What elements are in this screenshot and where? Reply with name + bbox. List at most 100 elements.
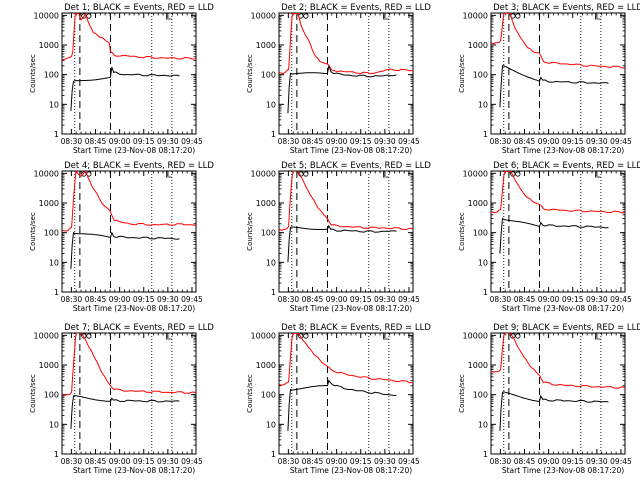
x-tick-label: 09:00 (538, 137, 560, 146)
x-axis-label: Start Time (23-Nov-08 08:17:20) (290, 304, 412, 313)
panel-title: Det 8; BLACK = Events, RED = LLD (281, 323, 431, 333)
y-tick-label: 100 (44, 391, 59, 400)
y-tick-label: 10000 (34, 11, 59, 20)
x-tick-label: 09:45 (398, 137, 420, 146)
x-tick-label: 09:45 (610, 137, 632, 146)
panel-title: Det 2; BLACK = Events, RED = LLD (281, 3, 431, 13)
x-tick-label: 08:30 (278, 457, 300, 466)
events-series-line (71, 67, 179, 111)
y-tick-label: 100 (44, 229, 59, 238)
y-tick-label: 1000 (39, 361, 59, 370)
plot-frame (62, 13, 196, 134)
x-tick-label: 09:15 (562, 295, 584, 304)
x-tick-label: 08:30 (278, 295, 300, 304)
y-tick-label: 100 (473, 71, 488, 80)
x-tick-label: 09:30 (586, 137, 608, 146)
detector-panel-3: 11010010001000008:3008:4509:0009:1509:30… (458, 3, 640, 155)
y-axis-label: Counts/sec (29, 212, 37, 251)
marker-glyph (516, 172, 520, 176)
y-tick-label: 10000 (251, 169, 276, 178)
lld-series-line (62, 13, 196, 60)
y-axis-label: Counts/sec (29, 54, 37, 93)
detector-panel-2: 11010010001000008:3008:4509:0009:1509:30… (246, 3, 431, 155)
y-tick-label: 1000 (468, 361, 488, 370)
x-tick-label: 09:00 (326, 137, 348, 146)
marker-glyph (166, 333, 171, 339)
y-axis-label: Counts/sec (246, 374, 254, 413)
detector-panel-5: 11010010001000008:3008:4509:0009:1509:30… (246, 161, 431, 313)
y-tick-label: 10000 (251, 11, 276, 20)
lld-series-line (491, 171, 625, 213)
x-tick-label: 09:45 (398, 457, 420, 466)
x-tick-label: 08:30 (490, 137, 512, 146)
events-series-line (500, 392, 609, 431)
plot-frame (279, 171, 413, 292)
events-series-line (71, 233, 179, 269)
y-tick-label: 1000 (256, 199, 276, 208)
panel-title: Det 7; BLACK = Events, RED = LLD (64, 323, 214, 333)
y-tick-label: 1 (483, 288, 488, 297)
x-axis-label: Start Time (23-Nov-08 08:17:20) (502, 304, 624, 313)
x-tick-label: 09:00 (109, 457, 131, 466)
y-tick-label: 1000 (256, 41, 276, 50)
x-tick-label: 08:45 (514, 295, 536, 304)
y-tick-label: 10 (478, 420, 488, 429)
y-tick-label: 10000 (251, 331, 276, 340)
y-tick-label: 1 (54, 450, 59, 459)
x-tick-label: 09:15 (350, 295, 372, 304)
plot-frame (279, 333, 413, 454)
x-tick-label: 08:45 (302, 457, 324, 466)
x-tick-label: 08:45 (85, 457, 107, 466)
marker-glyph (166, 13, 171, 19)
plot-frame (491, 171, 625, 292)
events-series-line (71, 396, 179, 429)
x-tick-label: 09:00 (109, 295, 131, 304)
y-tick-label: 1 (271, 288, 276, 297)
marker-glyph (595, 171, 600, 177)
marker-glyph (595, 13, 600, 19)
y-tick-label: 100 (44, 71, 59, 80)
x-tick-label: 09:45 (610, 295, 632, 304)
x-tick-label: 09:45 (181, 457, 203, 466)
x-tick-label: 09:00 (326, 295, 348, 304)
events-series-line (500, 66, 609, 108)
x-tick-label: 09:45 (398, 295, 420, 304)
marker-glyph (516, 14, 520, 18)
y-tick-label: 1000 (39, 199, 59, 208)
y-tick-label: 10 (49, 100, 59, 109)
marker-glyph (383, 333, 388, 339)
lld-series-line (279, 13, 413, 74)
y-axis-label: Counts/sec (246, 54, 254, 93)
x-axis-label: Start Time (23-Nov-08 08:17:20) (73, 146, 195, 155)
x-tick-label: 08:30 (490, 457, 512, 466)
y-tick-label: 1 (483, 130, 488, 139)
plot-frame (491, 13, 625, 134)
x-tick-label: 09:45 (181, 137, 203, 146)
events-series-line (500, 219, 609, 254)
x-tick-label: 08:30 (61, 295, 83, 304)
x-tick-label: 09:15 (562, 457, 584, 466)
plot-frame (62, 333, 196, 454)
marker-glyph (383, 171, 388, 177)
y-tick-label: 100 (261, 71, 276, 80)
events-series-line (288, 226, 397, 262)
y-tick-label: 10 (49, 420, 59, 429)
y-tick-label: 1 (271, 450, 276, 459)
x-tick-label: 09:15 (133, 457, 155, 466)
y-axis-label: Counts/sec (458, 212, 466, 251)
y-tick-label: 100 (261, 229, 276, 238)
detector-panel-4: 11010010001000008:3008:4509:0009:1509:30… (29, 161, 214, 313)
lld-series-line (279, 170, 413, 230)
y-tick-label: 10000 (34, 169, 59, 178)
marker-glyph (383, 13, 388, 19)
events-series-line (288, 381, 397, 431)
x-axis-label: Start Time (23-Nov-08 08:17:20) (502, 146, 624, 155)
y-tick-label: 10 (478, 100, 488, 109)
x-tick-label: 09:30 (374, 457, 396, 466)
y-tick-label: 10000 (463, 169, 488, 178)
x-tick-label: 08:30 (61, 457, 83, 466)
y-axis-label: Counts/sec (29, 374, 37, 413)
panel-title: Det 5; BLACK = Events, RED = LLD (281, 161, 431, 171)
y-axis-label: Counts/sec (458, 374, 466, 413)
y-tick-label: 10 (49, 258, 59, 267)
